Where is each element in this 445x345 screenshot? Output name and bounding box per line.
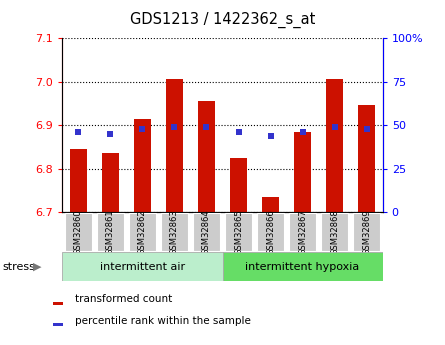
Bar: [129, 213, 156, 251]
Bar: [222, 252, 383, 281]
Text: GSM32864: GSM32864: [202, 209, 211, 255]
Bar: [97, 213, 124, 251]
Point: [171, 124, 178, 130]
Bar: [193, 213, 220, 251]
Point: [363, 126, 370, 131]
Text: transformed count: transformed count: [75, 294, 173, 304]
Text: stress: stress: [2, 262, 35, 272]
Text: GSM32865: GSM32865: [234, 209, 243, 255]
Text: GSM32867: GSM32867: [298, 209, 307, 255]
Bar: [161, 213, 188, 251]
Text: GSM32862: GSM32862: [138, 209, 147, 255]
Text: GSM32866: GSM32866: [266, 209, 275, 255]
Bar: [69, 149, 87, 212]
Point: [107, 131, 114, 137]
Point: [299, 129, 306, 135]
Text: GSM32861: GSM32861: [106, 209, 115, 255]
Point: [75, 129, 82, 135]
Bar: [225, 213, 252, 251]
Bar: [294, 131, 311, 212]
Text: percentile rank within the sample: percentile rank within the sample: [75, 316, 251, 325]
Point: [267, 133, 274, 138]
Bar: [134, 119, 151, 212]
Text: intermittent hypoxia: intermittent hypoxia: [246, 262, 360, 272]
Bar: [358, 106, 376, 212]
Bar: [62, 252, 222, 281]
Bar: [198, 101, 215, 212]
Bar: [257, 213, 284, 251]
Text: GSM32863: GSM32863: [170, 209, 179, 255]
Point: [139, 126, 146, 131]
Text: intermittent air: intermittent air: [100, 262, 185, 272]
Bar: [262, 197, 279, 212]
Bar: [53, 302, 63, 305]
Bar: [321, 213, 348, 251]
Bar: [101, 154, 119, 212]
Bar: [65, 213, 92, 251]
Bar: [166, 79, 183, 212]
Point: [331, 124, 338, 130]
Bar: [289, 213, 316, 251]
Bar: [230, 158, 247, 212]
Bar: [326, 79, 344, 212]
Text: GDS1213 / 1422362_s_at: GDS1213 / 1422362_s_at: [130, 12, 315, 28]
Bar: [53, 323, 63, 326]
Text: GSM32869: GSM32869: [362, 209, 371, 255]
Text: GSM32860: GSM32860: [74, 209, 83, 255]
Point: [203, 124, 210, 130]
Text: GSM32868: GSM32868: [330, 209, 339, 255]
Bar: [353, 213, 380, 251]
Text: ▶: ▶: [32, 262, 41, 272]
Point: [235, 129, 242, 135]
